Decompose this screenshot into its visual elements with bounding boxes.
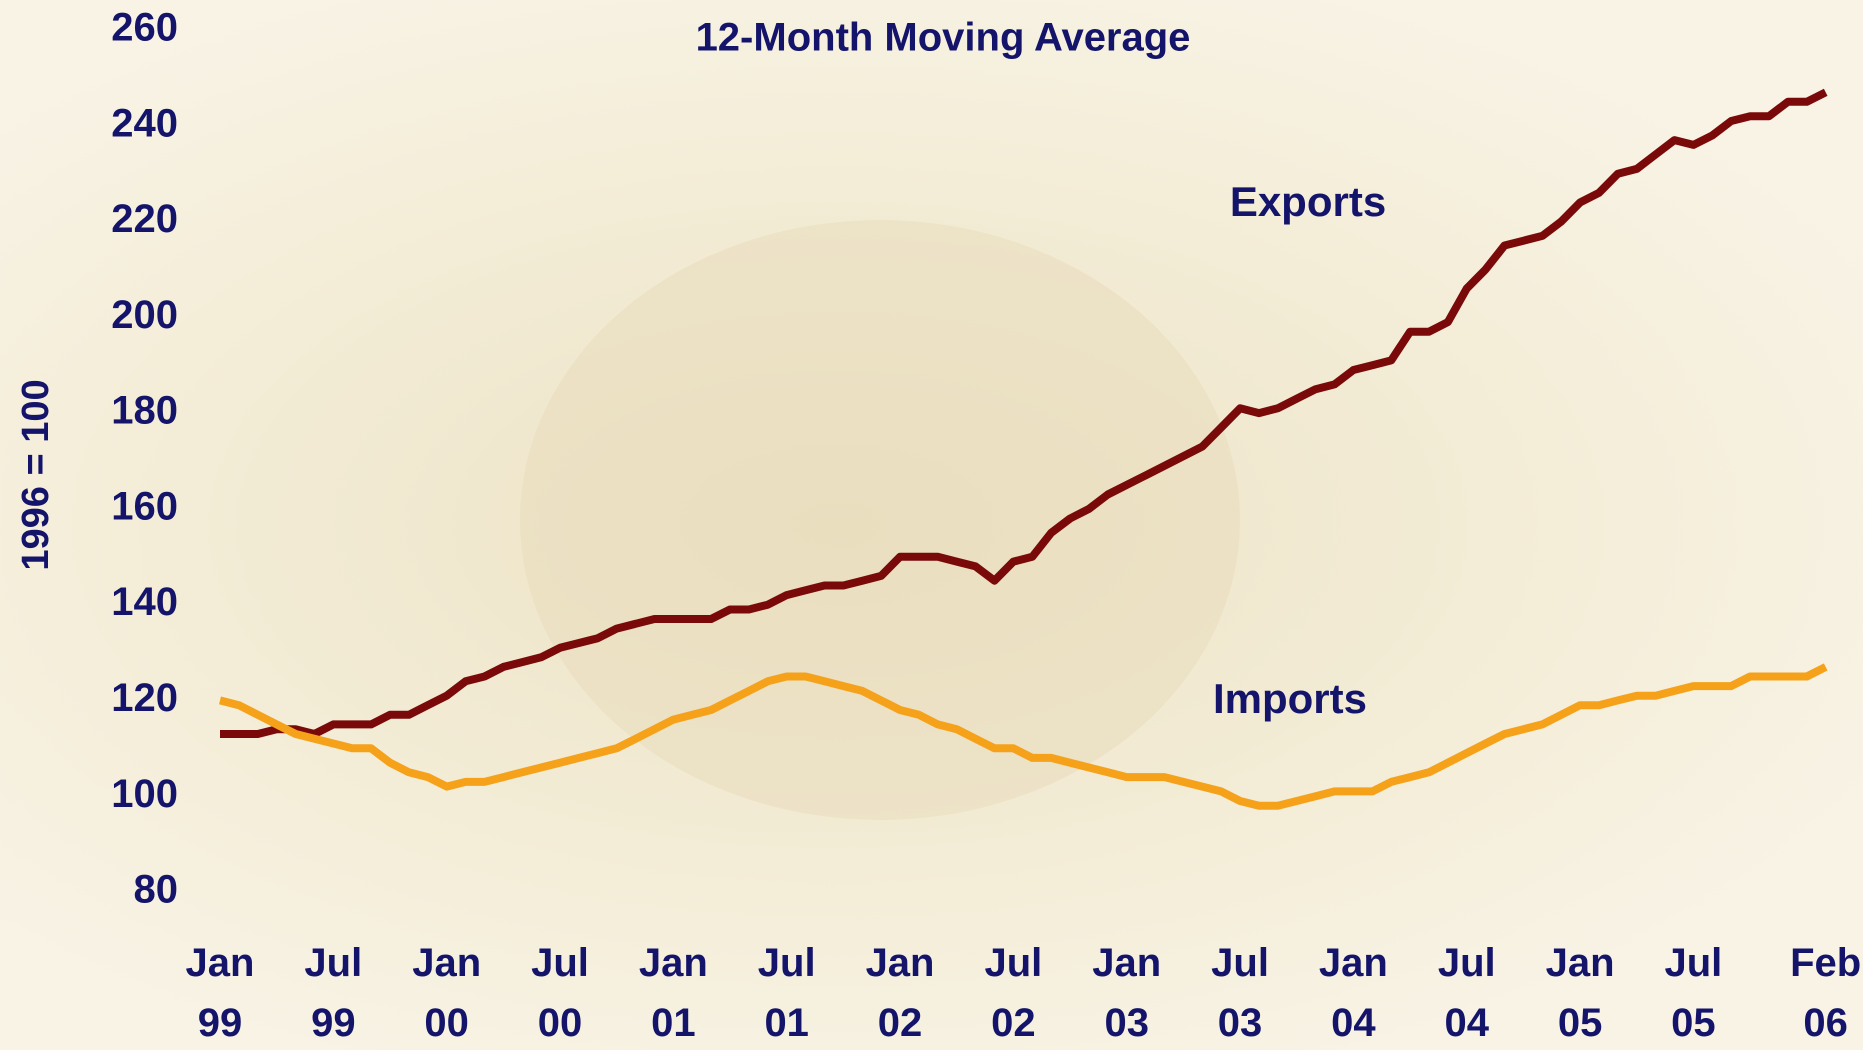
x-tick-label: Jul 04	[1437, 941, 1496, 1045]
x-tick-label: Jul 01	[757, 941, 816, 1045]
x-tick-label: Jan 04	[1318, 941, 1388, 1045]
series-line	[220, 88, 1828, 738]
y-tick-label: 100	[111, 772, 178, 816]
x-tick-label: Jul 00	[531, 941, 589, 1045]
y-tick-label: 200	[111, 293, 178, 337]
background-shape	[520, 220, 1240, 820]
x-tick-label: Jul 02	[984, 941, 1043, 1045]
x-tick-label: Jan 99	[185, 941, 255, 1045]
x-tick-label: Jul 99	[304, 941, 363, 1045]
series-label: Exports	[1230, 178, 1386, 225]
x-tick-label: Jan 01	[638, 941, 708, 1045]
x-tick-label: Jul 03	[1211, 941, 1269, 1045]
x-tick-label: Jan 03	[1092, 941, 1162, 1045]
x-tick-label: Jan 05	[1545, 941, 1615, 1045]
x-tick-label: Jan 02	[865, 941, 935, 1045]
y-tick-label: 140	[111, 580, 178, 624]
y-tick-label: 180	[111, 389, 178, 433]
y-tick-label: 160	[111, 484, 178, 528]
y-tick-label: 260	[111, 6, 178, 50]
series-line	[219, 663, 1828, 810]
x-tick-label: Jul 05	[1664, 941, 1723, 1045]
chart-title: 12-Month Moving Average	[696, 16, 1191, 60]
x-tick-label: Feb 06	[1790, 941, 1862, 1045]
y-axis-label: 1996 = 100	[15, 379, 57, 570]
series-label: Imports	[1213, 675, 1367, 722]
x-tick-label: Jan 00	[412, 941, 482, 1045]
y-tick-label: 220	[111, 197, 178, 241]
y-tick-label: 240	[111, 101, 178, 145]
y-tick-label: 120	[111, 676, 178, 720]
y-tick-label: 80	[134, 868, 179, 912]
